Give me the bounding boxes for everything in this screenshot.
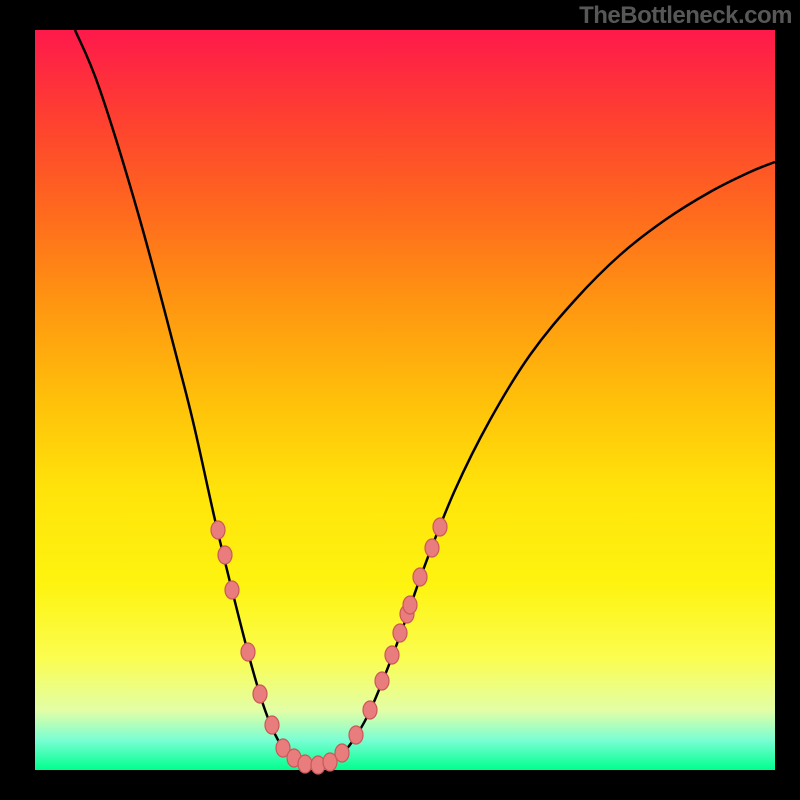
data-marker [363,701,377,719]
data-marker [433,518,447,536]
data-marker [253,685,267,703]
data-marker [425,539,439,557]
data-marker [385,646,399,664]
data-marker [393,624,407,642]
data-marker [241,643,255,661]
data-marker [265,716,279,734]
data-marker [298,755,312,773]
chart-svg [0,0,800,800]
data-marker [349,726,363,744]
data-marker [413,568,427,586]
data-marker [225,581,239,599]
data-marker [218,546,232,564]
data-marker [403,596,417,614]
bottleneck-curve [75,30,775,766]
chart-container: TheBottleneck.com [0,0,800,800]
data-marker [211,521,225,539]
data-marker [335,744,349,762]
data-marker [375,672,389,690]
